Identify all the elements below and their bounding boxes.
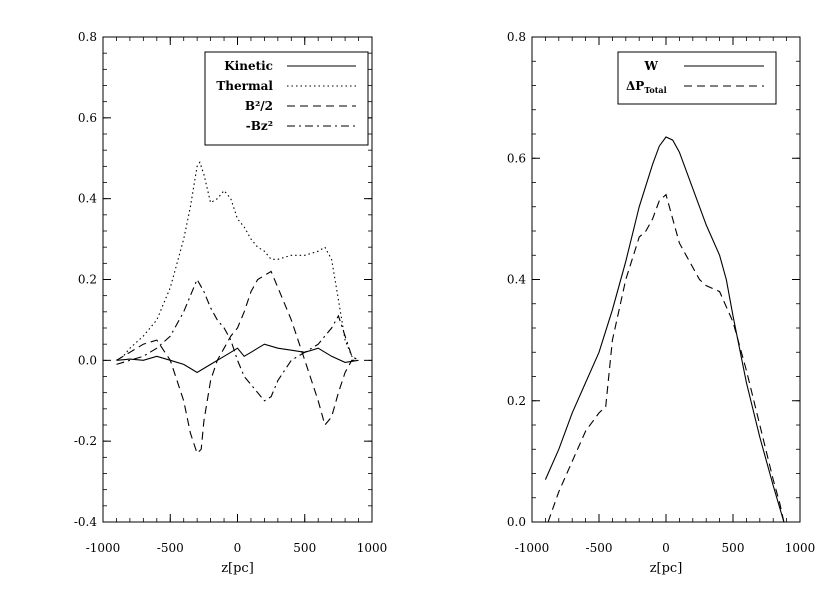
y-tick-label: 0.4	[78, 192, 97, 206]
x-tick-label: 0	[234, 541, 242, 555]
chart-panel-2: -1000 -500 0 500 10000.00.20.40.60.8z[pc]WΔP…	[507, 30, 815, 576]
legend-label: -Bz²	[246, 119, 273, 133]
x-tick-label: 500	[293, 541, 316, 555]
y-tick-label: 0.6	[78, 111, 97, 125]
y-tick-label: 0.2	[507, 394, 526, 408]
legend-box	[617, 51, 777, 105]
series-line-2	[547, 193, 785, 523]
y-tick-label: 0.8	[507, 30, 526, 44]
x-axis-label: z[pc]	[650, 561, 683, 576]
y-tick-label: -0.4	[74, 515, 98, 529]
x-tick-label: -1000	[86, 541, 121, 555]
series-line-4	[116, 278, 359, 402]
series-line-1	[544, 136, 785, 523]
y-tick-label: 0.8	[78, 30, 97, 44]
legend-label: Kinetic	[224, 59, 273, 73]
y-tick-label: 0.0	[78, 353, 97, 367]
series-line-2	[116, 161, 359, 361]
y-tick-label: 0.0	[507, 515, 526, 529]
y-tick-label: -0.2	[74, 434, 97, 448]
y-tick-label: 0.4	[507, 273, 526, 287]
x-tick-label: -500	[586, 541, 613, 555]
legend-label: B²/2	[245, 99, 273, 113]
legend-box	[204, 51, 369, 146]
series-line-1	[116, 343, 359, 374]
legend-subscript: Total	[644, 85, 666, 95]
x-tick-label: 500	[722, 541, 745, 555]
legend-label: W	[644, 59, 659, 73]
x-tick-label: 1000	[785, 541, 816, 555]
series-line-3	[116, 270, 359, 455]
x-tick-label: 0	[662, 541, 670, 555]
y-tick-label: 0.6	[507, 151, 526, 165]
y-tick-label: 0.2	[78, 273, 97, 287]
x-tick-label: -500	[157, 541, 184, 555]
legend-label: Thermal	[216, 79, 273, 93]
x-tick-label: 1000	[357, 541, 388, 555]
plot-frame	[531, 36, 801, 523]
x-axis-label: z[pc]	[221, 561, 254, 576]
chart-panel-1: -1000 -500 0 500 1000 -0.4 -0.2 0.0 0.2 0.4 0.6 0.8…	[74, 30, 387, 576]
x-tick-label: -1000	[515, 541, 550, 555]
